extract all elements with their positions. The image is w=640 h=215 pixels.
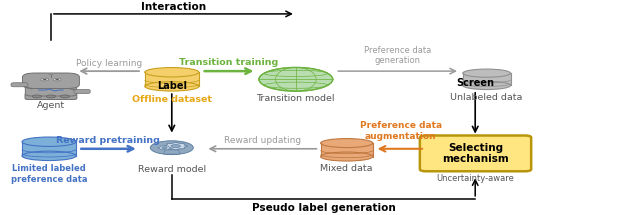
Polygon shape (145, 72, 199, 86)
Ellipse shape (321, 152, 372, 161)
Text: Screen: Screen (456, 78, 494, 89)
Text: Label: Label (157, 81, 187, 91)
Ellipse shape (145, 68, 199, 77)
Ellipse shape (463, 81, 511, 89)
Circle shape (259, 68, 333, 91)
Text: Preference data
augmentation: Preference data augmentation (360, 121, 442, 141)
FancyBboxPatch shape (11, 83, 28, 87)
Polygon shape (164, 142, 188, 150)
FancyBboxPatch shape (22, 73, 79, 89)
Polygon shape (164, 150, 180, 154)
Text: Uncertainty-aware: Uncertainty-aware (436, 174, 515, 183)
FancyBboxPatch shape (26, 84, 77, 96)
Ellipse shape (22, 137, 76, 146)
Polygon shape (321, 143, 372, 157)
Circle shape (42, 79, 47, 80)
Text: Transition model: Transition model (257, 94, 335, 103)
Text: Reward updating: Reward updating (224, 136, 301, 145)
Text: Interaction: Interaction (141, 2, 206, 12)
Ellipse shape (463, 69, 511, 77)
Text: Reward pretraining: Reward pretraining (56, 136, 160, 145)
Ellipse shape (145, 82, 199, 91)
Text: Agent: Agent (37, 101, 65, 110)
Text: Limited labeled
preference data: Limited labeled preference data (11, 164, 87, 184)
Circle shape (33, 95, 42, 98)
FancyBboxPatch shape (74, 89, 90, 94)
Text: Offline dataset: Offline dataset (132, 95, 212, 104)
FancyBboxPatch shape (420, 135, 531, 171)
Text: Transition training: Transition training (179, 58, 278, 67)
Text: Selecting
mechanism: Selecting mechanism (442, 143, 509, 164)
Circle shape (150, 141, 193, 155)
Text: Mixed data: Mixed data (321, 164, 373, 173)
Text: Reward model: Reward model (138, 165, 206, 174)
Polygon shape (463, 73, 511, 85)
Ellipse shape (321, 139, 372, 147)
Polygon shape (22, 142, 76, 156)
Polygon shape (45, 84, 56, 86)
FancyBboxPatch shape (25, 94, 77, 100)
Circle shape (60, 95, 70, 98)
Text: Preference data
generation: Preference data generation (364, 46, 431, 65)
Circle shape (46, 95, 56, 98)
Circle shape (41, 78, 49, 81)
Text: Pseudo label generation: Pseudo label generation (252, 203, 396, 213)
Text: Policy learning: Policy learning (76, 59, 142, 68)
Circle shape (171, 145, 180, 147)
Ellipse shape (22, 151, 76, 161)
Text: Unlabeled data: Unlabeled data (451, 93, 523, 101)
Circle shape (49, 74, 53, 75)
Circle shape (55, 79, 60, 80)
Circle shape (162, 147, 167, 149)
Circle shape (53, 78, 61, 81)
Polygon shape (157, 146, 172, 150)
